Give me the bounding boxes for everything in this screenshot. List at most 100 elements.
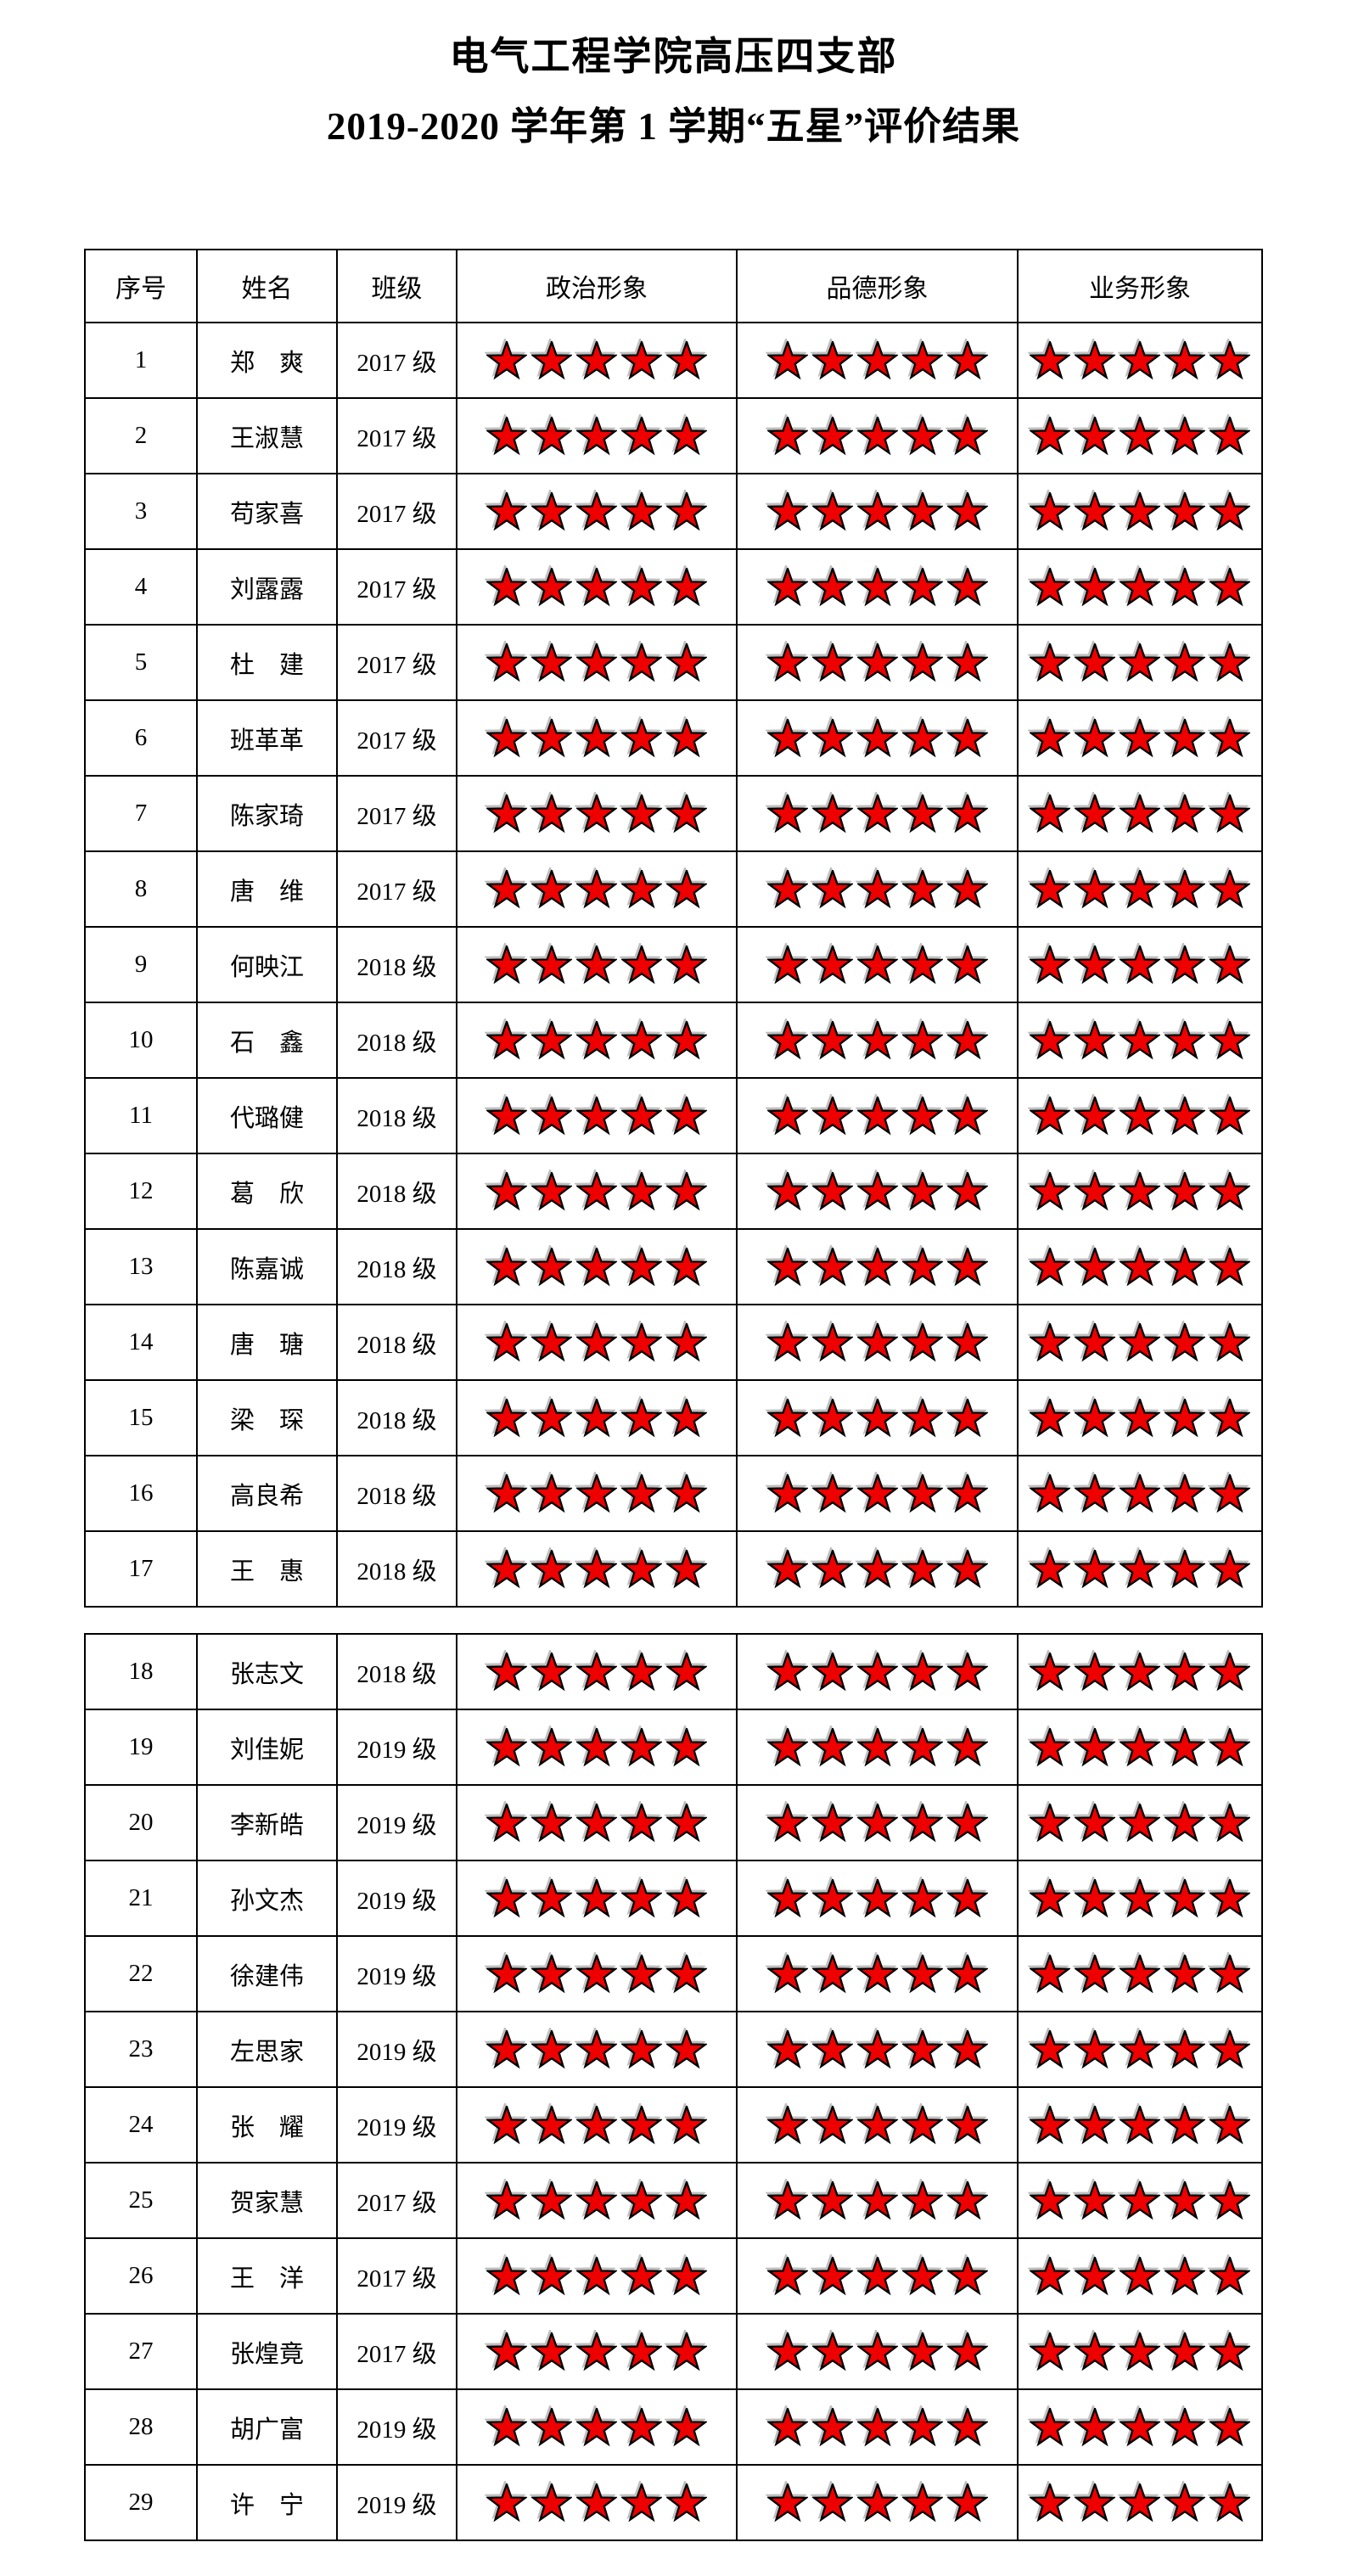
star-icon (486, 1652, 527, 1691)
star-icon (486, 1549, 527, 1588)
star-rating (1019, 2483, 1260, 2523)
star-icon (946, 1322, 988, 1361)
name-cell: 刘佳妮 (196, 1709, 338, 1786)
star-icon (1165, 1954, 1205, 1993)
star-icon (1075, 1954, 1115, 1993)
moral-stars-cell (736, 1379, 1019, 1456)
star-icon (766, 2407, 808, 2446)
row-number-cell: 9 (84, 926, 198, 1003)
star-icon (621, 643, 662, 682)
political-stars-cell (456, 624, 738, 701)
row-number-cell: 17 (84, 1530, 198, 1608)
star-rating (1019, 1322, 1260, 1362)
name-cell: 王洋 (196, 2237, 338, 2315)
star-rating (738, 1652, 1016, 1692)
star-icon (766, 1096, 808, 1135)
star-icon (1030, 1878, 1070, 1917)
star-icon (1075, 2332, 1115, 2371)
star-icon (621, 2029, 662, 2068)
star-rating (738, 794, 1016, 833)
star-icon (856, 491, 898, 530)
moral-stars-cell (736, 1784, 1019, 1861)
star-icon (856, 1878, 898, 1917)
star-rating (738, 1803, 1016, 1843)
star-icon (1075, 1727, 1115, 1766)
moral-stars-cell (736, 699, 1019, 777)
star-icon (901, 1652, 943, 1691)
star-icon (766, 718, 808, 757)
star-icon (621, 1247, 662, 1286)
moral-stars-cell (736, 1002, 1019, 1079)
star-icon (811, 2180, 853, 2220)
star-icon (766, 1247, 808, 1286)
star-icon (1075, 794, 1115, 833)
star-icon (486, 1247, 527, 1286)
professional-stars-cell (1017, 2464, 1263, 2541)
star-rating (458, 945, 735, 985)
star-icon (1120, 1652, 1160, 1691)
star-rating (1019, 2180, 1260, 2220)
political-stars-cell (456, 322, 738, 399)
moral-stars-cell (736, 850, 1019, 928)
star-icon (856, 1322, 898, 1361)
name-cell: 孙文杰 (196, 1860, 338, 1937)
star-icon (811, 2029, 853, 2068)
star-icon (1075, 2029, 1115, 2068)
professional-stars-cell (1017, 1002, 1263, 1079)
star-icon (531, 2407, 572, 2446)
star-icon (576, 945, 617, 984)
name-cell: 王惠 (196, 1530, 338, 1608)
moral-stars-cell (736, 2086, 1019, 2164)
star-icon (576, 794, 617, 833)
star-icon (856, 794, 898, 833)
star-icon (1120, 2332, 1160, 2371)
star-icon (1120, 1322, 1160, 1361)
star-rating (738, 2029, 1016, 2069)
page-title: 电气工程学院高压四支部 (449, 35, 898, 78)
star-icon (946, 416, 988, 455)
star-rating (458, 2180, 735, 2220)
star-icon (1209, 1096, 1250, 1135)
star-icon (766, 2483, 808, 2522)
star-rating (458, 340, 735, 380)
star-icon (811, 869, 853, 908)
table-row: 26 王洋 2017 级 (84, 2237, 1263, 2315)
star-icon (766, 491, 808, 530)
star-rating (1019, 1727, 1260, 1767)
professional-stars-cell (1017, 1379, 1263, 1456)
star-icon (811, 643, 853, 682)
star-icon (811, 2407, 853, 2446)
star-icon (1209, 2407, 1250, 2446)
star-rating (1019, 643, 1260, 682)
star-icon (576, 643, 617, 682)
star-icon (531, 1878, 572, 1917)
star-icon (946, 2180, 988, 2220)
header-moral: 品德形象 (736, 249, 1019, 323)
star-icon (576, 1803, 617, 1842)
star-icon (1165, 2332, 1205, 2371)
name-cell: 左思家 (196, 2011, 338, 2088)
star-icon (766, 2332, 808, 2371)
star-icon (766, 1878, 808, 1917)
star-rating (458, 2407, 735, 2447)
star-icon (576, 1727, 617, 1766)
star-icon (766, 1549, 808, 1588)
row-number-cell: 12 (84, 1153, 198, 1230)
star-rating (738, 1954, 1016, 1994)
star-icon (1165, 1247, 1205, 1286)
star-icon (811, 1803, 853, 1842)
class-cell: 2018 级 (336, 1228, 457, 1305)
star-icon (811, 1878, 853, 1917)
moral-stars-cell (736, 473, 1019, 550)
star-icon (576, 2332, 617, 2371)
star-rating (1019, 1652, 1260, 1692)
star-icon (901, 1020, 943, 1059)
star-icon (1075, 1171, 1115, 1210)
star-icon (946, 567, 988, 606)
star-icon (1209, 794, 1250, 833)
star-icon (946, 1096, 988, 1135)
star-icon (856, 567, 898, 606)
star-icon (856, 2483, 898, 2522)
star-icon (621, 945, 662, 984)
